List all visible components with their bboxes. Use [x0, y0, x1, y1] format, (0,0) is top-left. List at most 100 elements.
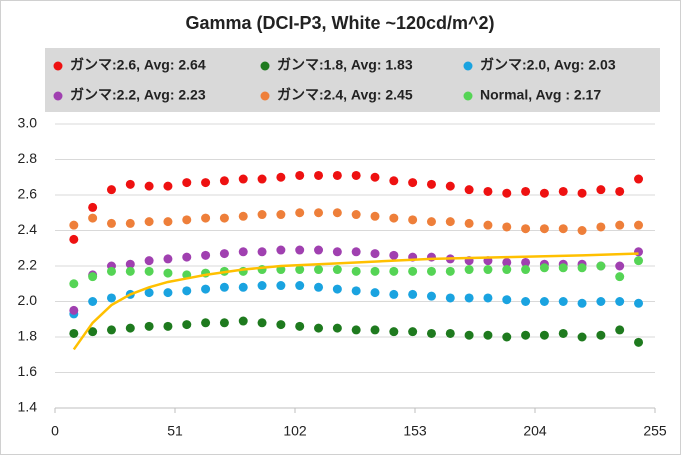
- point: [276, 172, 286, 182]
- point: [502, 222, 512, 232]
- point: [426, 328, 436, 338]
- point: [464, 185, 474, 195]
- point: [219, 249, 229, 259]
- point: [332, 208, 342, 218]
- point: [483, 293, 493, 303]
- point: [69, 305, 79, 315]
- point: [464, 265, 474, 275]
- y-tick-label: 2.2: [18, 257, 38, 273]
- y-tick-label: 2.0: [18, 292, 38, 308]
- point: [521, 330, 531, 340]
- point: [634, 256, 644, 266]
- point: [370, 325, 380, 335]
- point: [201, 250, 211, 260]
- point: [295, 245, 305, 255]
- point: [483, 330, 493, 340]
- point: [314, 282, 324, 292]
- x-tick-label: 153: [403, 423, 427, 439]
- point: [144, 266, 154, 276]
- point: [445, 266, 455, 276]
- point: [634, 247, 644, 257]
- point: [615, 297, 625, 306]
- point: [332, 265, 342, 275]
- point: [88, 272, 98, 282]
- point: [125, 259, 135, 269]
- point: [144, 181, 154, 191]
- point: [502, 295, 512, 305]
- point: [69, 279, 79, 289]
- point: [577, 332, 587, 342]
- point: [144, 321, 154, 331]
- point: [219, 213, 229, 223]
- point: [219, 282, 229, 292]
- point: [539, 224, 549, 234]
- point: [201, 178, 211, 188]
- point: [464, 330, 474, 340]
- point: [521, 257, 531, 267]
- point: [502, 257, 512, 267]
- point: [163, 181, 173, 191]
- point: [201, 213, 211, 223]
- point: [577, 226, 587, 235]
- point: [408, 215, 418, 225]
- legend-label: ガンマ:2.6, Avg: 2.64: [70, 57, 206, 73]
- point: [521, 224, 531, 234]
- point: [539, 263, 549, 273]
- x-tick-label: 102: [283, 423, 307, 439]
- legend-label: ガンマ:1.8, Avg: 1.83: [277, 57, 413, 73]
- point: [577, 263, 587, 273]
- point: [634, 220, 644, 230]
- legend-marker: [53, 61, 63, 71]
- point: [370, 172, 380, 182]
- y-tick-label: 2.4: [18, 221, 38, 237]
- curve: [72, 252, 639, 351]
- point: [125, 323, 135, 333]
- point: [521, 186, 531, 196]
- point: [389, 176, 399, 186]
- point: [314, 208, 324, 218]
- point: [596, 261, 606, 271]
- point: [615, 325, 625, 335]
- point: [596, 297, 606, 306]
- point: [558, 263, 568, 273]
- point: [483, 265, 493, 275]
- point: [634, 337, 644, 347]
- point: [106, 218, 116, 228]
- point: [351, 247, 361, 257]
- point: [558, 297, 568, 306]
- point: [426, 179, 436, 189]
- point: [182, 286, 192, 296]
- point: [295, 281, 305, 291]
- point: [106, 266, 116, 276]
- point: [483, 186, 493, 196]
- point: [558, 328, 568, 338]
- point: [144, 288, 154, 298]
- legend-marker: [260, 91, 270, 101]
- x-tick-label: 51: [167, 423, 183, 439]
- point: [276, 320, 286, 330]
- point: [577, 188, 587, 198]
- point: [163, 321, 173, 331]
- point: [389, 266, 399, 276]
- point: [332, 247, 342, 257]
- point: [445, 217, 455, 227]
- point: [276, 245, 286, 255]
- point: [596, 222, 606, 232]
- point: [539, 297, 549, 306]
- point: [201, 284, 211, 294]
- point: [351, 325, 361, 335]
- point: [276, 281, 286, 291]
- point: [238, 211, 248, 221]
- point: [408, 178, 418, 188]
- point: [615, 261, 625, 271]
- y-tick-label: 1.6: [18, 363, 38, 379]
- point: [69, 220, 79, 230]
- point: [276, 210, 286, 220]
- point: [426, 291, 436, 301]
- point: [332, 323, 342, 333]
- point: [69, 328, 79, 338]
- point: [257, 174, 267, 184]
- point: [125, 218, 135, 228]
- point: [219, 318, 229, 328]
